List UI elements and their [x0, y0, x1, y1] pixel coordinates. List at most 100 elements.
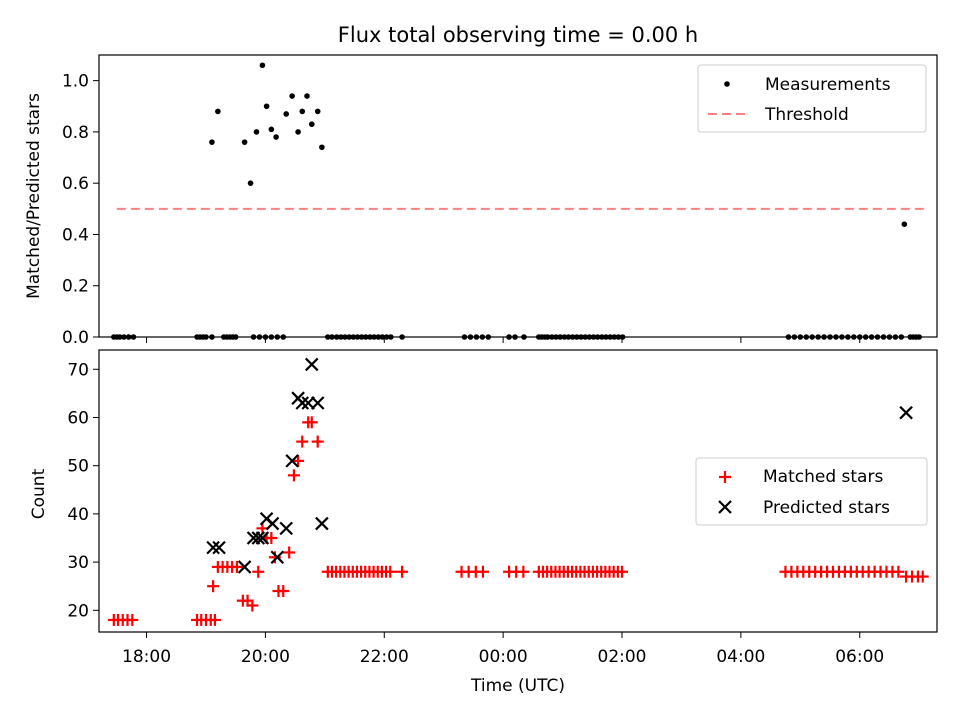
panel-top: 0.0 0.2 0.4 0.6 0.8 1.0 Matched/Predicted sta…	[24, 54, 938, 348]
measurement-point	[299, 108, 306, 115]
x-axis-label: Time (UTC)	[470, 676, 565, 696]
predicted-point	[899, 405, 913, 420]
predicted-point	[251, 531, 266, 545]
measurement-point	[241, 139, 248, 145]
measurement-point	[512, 334, 518, 340]
predicted-point	[212, 540, 226, 555]
measurement-point	[845, 334, 851, 340]
matched-point	[277, 585, 290, 598]
measurement-point	[117, 334, 123, 340]
measurement-point	[607, 334, 613, 340]
measurement-point	[880, 334, 887, 340]
matched-point	[616, 565, 629, 578]
measurement-point	[379, 334, 386, 340]
measurement-point	[892, 334, 899, 340]
legend-threshold-label: Threshold	[764, 105, 849, 125]
matched-point	[396, 565, 409, 578]
legend-bottom-frame	[695, 457, 928, 526]
predicted-point	[270, 550, 285, 565]
measurement-point	[619, 334, 626, 340]
chart-title: Flux total observing time = 0.00 h	[338, 23, 698, 47]
measurement-point	[273, 134, 279, 140]
predicted-point	[310, 396, 325, 410]
legend-predicted-label: Predicted stars	[763, 498, 890, 518]
y-tick-label-bottom: 30	[67, 553, 89, 573]
measurement-point	[803, 334, 810, 340]
matched-point	[292, 454, 305, 467]
matched-point	[246, 599, 259, 612]
measurement-point	[785, 334, 792, 340]
measurement-point	[479, 334, 486, 340]
measurement-point	[561, 334, 568, 340]
y-tick-label-top: 0.2	[62, 277, 89, 297]
measurement-point	[203, 334, 209, 340]
matched-point	[265, 532, 278, 544]
y-tick-label-top: 1.0	[62, 72, 89, 92]
measurement-point	[565, 334, 572, 340]
measurement-point	[268, 334, 275, 340]
measurement-point	[809, 334, 815, 340]
measurement-point	[363, 334, 369, 340]
measurement-point	[850, 334, 857, 340]
predicted-point	[295, 396, 310, 410]
matched-point	[230, 560, 243, 573]
matched-point	[268, 551, 281, 564]
measurement-point	[274, 334, 281, 340]
measurement-point	[247, 180, 254, 186]
matched-point	[208, 613, 221, 626]
matched-point	[892, 565, 905, 578]
legend-measurements-marker	[724, 81, 730, 87]
predicted-point	[206, 540, 220, 555]
x-tick-label: 00:00	[479, 647, 528, 667]
y-tick-label-top: 0.8	[62, 123, 89, 143]
matched-point	[384, 565, 397, 578]
measurement-point	[125, 334, 132, 340]
measurement-point	[250, 334, 257, 340]
measurement-point	[338, 334, 344, 340]
measurement-point	[375, 334, 382, 340]
measurement-point	[856, 334, 863, 340]
measurement-point	[544, 334, 551, 340]
measurement-point	[791, 334, 798, 340]
measurement-point	[350, 334, 357, 340]
matched-point	[311, 435, 324, 448]
measurement-point	[209, 139, 215, 145]
measurement-point	[839, 334, 845, 340]
matched-point	[517, 565, 530, 578]
measurement-point	[280, 334, 287, 340]
measurement-point	[304, 93, 310, 99]
measurement-point	[549, 334, 555, 340]
measurement-point	[599, 334, 605, 340]
measurement-point	[325, 334, 331, 340]
measurement-point	[262, 334, 269, 340]
legend-top: Measurements Threshold	[697, 64, 927, 133]
measurement-point	[268, 126, 275, 133]
legend-measurements-label: Measurements	[765, 75, 891, 95]
measurement-point	[130, 334, 137, 340]
x-tick-label: 04:00	[716, 647, 765, 667]
matched-point	[252, 565, 265, 578]
measurement-point	[215, 108, 221, 115]
y-axis-label-bottom: Count	[29, 468, 49, 519]
predicted-point	[255, 531, 270, 545]
measurement-point	[582, 334, 588, 340]
measurement-point	[868, 334, 875, 340]
measurement-point	[886, 334, 893, 340]
measurement-point	[342, 334, 348, 340]
matched-point	[296, 435, 309, 448]
measurement-point	[467, 334, 474, 340]
measurement-point	[569, 334, 576, 340]
matched-points	[107, 416, 929, 626]
measurement-point	[797, 334, 804, 340]
measurement-point	[594, 334, 601, 340]
measurement-point	[874, 334, 881, 340]
matched-point	[287, 469, 300, 482]
measurement-point	[862, 334, 869, 340]
measurement-point	[506, 334, 512, 340]
measurement-point	[295, 129, 301, 135]
predicted-point	[279, 521, 293, 536]
measurement-point	[329, 334, 335, 340]
predicted-point	[315, 516, 329, 531]
predicted-point	[304, 357, 319, 372]
